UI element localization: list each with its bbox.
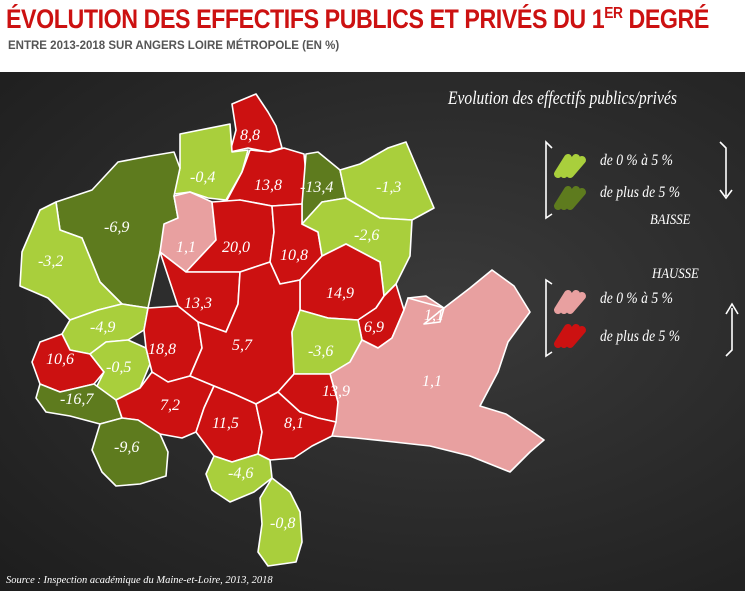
label-8-8: 8,8 (240, 127, 260, 144)
legend-baisse-arrow (719, 141, 733, 200)
commune-m0-5[interactable] (89, 339, 151, 401)
label-m9-6: -9,6 (114, 439, 139, 456)
label-6-9: 6,9 (364, 319, 384, 336)
swatch-red (554, 324, 586, 348)
label-m16-7: -16,7 (60, 391, 94, 408)
label-10-8: 10,8 (280, 247, 308, 264)
label-18-8: 18,8 (148, 341, 176, 358)
label-13-9: 13,9 (322, 383, 350, 400)
label-14-9: 14,9 (326, 285, 354, 302)
label-m0-5: -0,5 (106, 359, 131, 376)
label-m4-9: -4,9 (90, 319, 115, 336)
label-1-1-north: 1,1 (176, 239, 196, 256)
label-1-1-east: 1,1 (424, 307, 444, 324)
label-m0-8: -0,8 (270, 515, 295, 532)
legend-item-baisse-0-5: de 0 % à 5 % (600, 152, 673, 169)
label-7-2: 7,2 (160, 397, 180, 414)
commune-10-6[interactable] (31, 333, 105, 393)
page-subtitle: ENTRE 2013-2018 SUR ANGERS LOIRE MÉTROPO… (8, 40, 340, 52)
label-m1-3: -1,3 (376, 179, 401, 196)
legend-baisse-frame (545, 140, 553, 220)
label-m2-6: -2,6 (354, 227, 379, 244)
chalkboard-map-area: 8,8 -0,4 13,8 -13,4 -1,3 -6,9 1,1 20,0 1… (0, 72, 745, 591)
label-m6-9: -6,9 (104, 219, 129, 236)
swatch-dark-green (554, 186, 586, 210)
label-1-1-large: 1,1 (422, 373, 442, 390)
title-superscript: ER (604, 5, 623, 22)
swatch-light-pink (554, 290, 586, 314)
label-13-3: 13,3 (184, 295, 212, 312)
legend-baisse-label: BAISSE (650, 212, 691, 228)
label-10-6: 10,6 (46, 351, 74, 368)
label-m13-4: -13,4 (300, 179, 333, 196)
legend-hausse-frame (545, 278, 553, 358)
source-note: Source : Inspection académique du Maine-… (6, 575, 273, 586)
legend-item-hausse-plus-5: de plus de 5 % (600, 328, 681, 345)
label-11-5: 11,5 (212, 415, 239, 432)
legend-item-hausse-0-5: de 0 % à 5 % (600, 290, 673, 307)
page-title: ÉVOLUTION DES EFFECTIFS PUBLICS ET PRIVÉ… (6, 4, 709, 34)
label-13-8: 13,8 (254, 177, 282, 194)
label-8-1: 8,1 (284, 415, 304, 432)
commune-map: 8,8 -0,4 13,8 -13,4 -1,3 -6,9 1,1 20,0 1… (19, 93, 739, 567)
commune-m4-6[interactable] (205, 453, 273, 503)
commune-m9-6[interactable] (91, 417, 169, 487)
label-m3-2: -3,2 (38, 253, 63, 270)
header: ÉVOLUTION DES EFFECTIFS PUBLICS ET PRIVÉ… (0, 0, 745, 72)
label-m4-6: -4,6 (228, 465, 253, 482)
legend-hausse-arrow (725, 302, 739, 357)
label-m0-4: -0,4 (190, 169, 215, 186)
label-5-7: 5,7 (232, 337, 253, 354)
legend-hausse-label: HAUSSE (652, 266, 699, 282)
legend-title: Evolution des effectifs publics/privés (448, 88, 677, 109)
commune-m0-8[interactable] (257, 477, 303, 567)
legend-item-baisse-plus-5: de plus de 5 % (600, 184, 681, 201)
commune-8-1[interactable] (255, 391, 337, 461)
label-20-0: 20,0 (222, 239, 250, 256)
label-m3-6: -3,6 (308, 343, 333, 360)
swatch-light-green (554, 154, 586, 178)
